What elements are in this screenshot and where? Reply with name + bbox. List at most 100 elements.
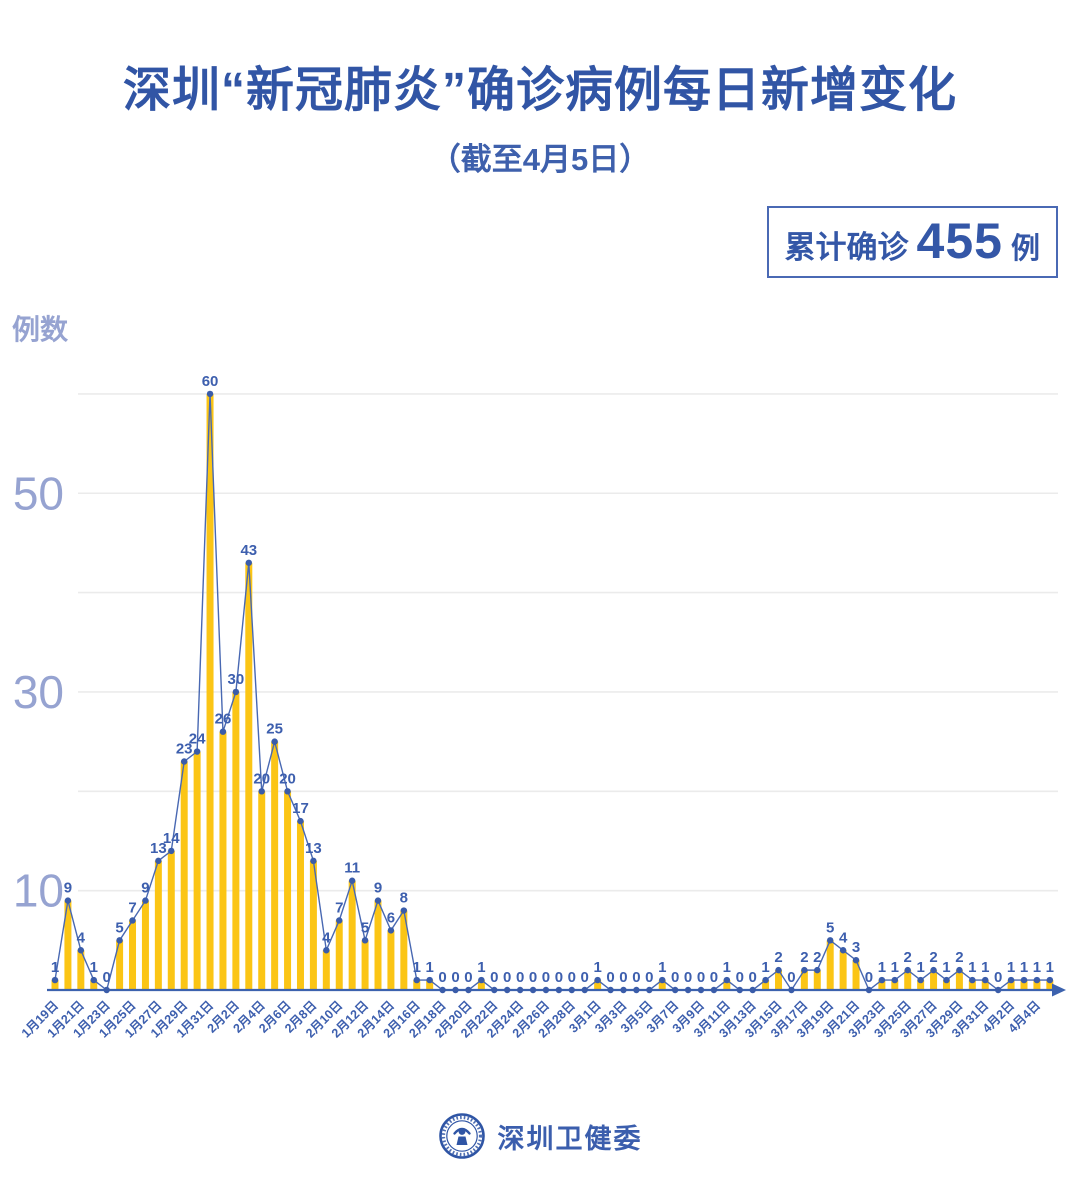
data-point-dot xyxy=(206,390,214,398)
value-label: 0 xyxy=(684,969,692,986)
data-point-dot xyxy=(956,966,963,974)
value-label: 1 xyxy=(968,959,976,976)
value-label: 0 xyxy=(606,969,614,986)
footer-org-name: 深圳卫健委 xyxy=(497,1123,643,1154)
value-label: 9 xyxy=(374,880,382,897)
value-label: 20 xyxy=(253,770,270,787)
value-label: 1 xyxy=(1007,959,1015,976)
bar xyxy=(930,970,938,990)
value-label: 6 xyxy=(387,909,395,926)
value-label: 0 xyxy=(736,969,744,986)
bar xyxy=(723,980,731,990)
value-label: 5 xyxy=(115,919,123,936)
bar xyxy=(180,761,188,990)
data-point-dot xyxy=(917,976,924,984)
cumulative-total-badge: 累计确诊 455 例 xyxy=(766,206,1058,278)
data-point-dot xyxy=(801,966,808,974)
value-label: 0 xyxy=(632,969,640,986)
data-point-dot xyxy=(839,947,847,954)
data-point-dot xyxy=(258,788,265,795)
data-point-dot xyxy=(413,976,420,984)
value-label: 0 xyxy=(103,969,111,986)
data-point-dot xyxy=(400,907,408,914)
data-point-dot xyxy=(1033,976,1041,984)
data-point-dot xyxy=(852,956,860,964)
value-label: 1 xyxy=(761,959,769,976)
y-tick-label: 30 xyxy=(13,666,64,718)
bar xyxy=(245,562,253,990)
value-label: 3 xyxy=(852,939,860,956)
data-point-dot xyxy=(865,986,873,994)
value-label: 7 xyxy=(128,899,136,916)
data-point-dot xyxy=(904,966,911,974)
footer: 深圳卫健委 xyxy=(0,1112,1080,1160)
value-label: 1 xyxy=(723,959,731,976)
bar xyxy=(206,393,214,990)
value-label: 0 xyxy=(697,969,705,986)
data-point-dot xyxy=(90,976,97,984)
data-point-dot xyxy=(516,986,524,994)
bar xyxy=(322,950,330,990)
data-point-dot xyxy=(659,976,666,984)
value-label: 30 xyxy=(228,671,245,688)
data-point-dot xyxy=(762,976,769,984)
value-label: 0 xyxy=(671,969,679,986)
data-point-dot xyxy=(581,986,588,994)
data-point-dot xyxy=(142,897,149,904)
data-point-dot xyxy=(930,966,937,974)
value-label: 0 xyxy=(994,969,1002,986)
data-point-dot xyxy=(555,986,563,994)
data-point-dot xyxy=(491,986,498,994)
value-label: 1 xyxy=(1033,959,1041,976)
data-point-dot xyxy=(814,966,821,974)
data-point-dot xyxy=(374,897,382,904)
bar xyxy=(1020,980,1028,990)
data-point-dot xyxy=(193,748,201,755)
data-point-dot xyxy=(607,986,614,994)
bar xyxy=(878,980,886,990)
value-label: 13 xyxy=(305,840,322,857)
data-point-dot xyxy=(969,976,976,984)
bar xyxy=(981,980,989,990)
page-title: 深圳“新冠肺炎”确诊病例每日新增变化 xyxy=(122,64,957,117)
value-label: 17 xyxy=(292,800,309,817)
data-point-dot xyxy=(168,847,175,855)
data-point-dot xyxy=(1020,976,1028,984)
value-label: 0 xyxy=(568,969,576,986)
data-point-dot xyxy=(284,788,291,795)
data-point-dot xyxy=(439,986,446,994)
data-point-dot xyxy=(827,937,834,944)
value-label: 2 xyxy=(955,949,963,966)
bar xyxy=(348,880,356,990)
value-label: 0 xyxy=(516,969,524,986)
bar xyxy=(400,910,408,990)
data-point-dot xyxy=(219,728,227,735)
value-label: 1 xyxy=(477,959,485,976)
bar xyxy=(942,980,950,990)
value-label: 0 xyxy=(787,969,795,986)
value-label: 60 xyxy=(202,373,219,390)
data-point-dot xyxy=(310,857,317,865)
data-point-dot xyxy=(103,986,110,994)
value-label: 0 xyxy=(619,969,627,986)
value-label: 8 xyxy=(400,890,408,907)
value-label: 25 xyxy=(266,721,283,738)
data-point-dot xyxy=(465,986,472,994)
value-label: 1 xyxy=(593,959,601,976)
value-label: 4 xyxy=(839,929,848,946)
bar xyxy=(426,980,434,990)
data-point-dot xyxy=(788,986,795,994)
value-label: 9 xyxy=(141,880,149,897)
bar xyxy=(335,920,343,990)
data-point-dot xyxy=(116,937,123,944)
value-label: 1 xyxy=(878,959,886,976)
data-point-dot xyxy=(891,976,898,984)
data-point-dot xyxy=(181,758,188,765)
data-point-dot xyxy=(129,917,136,924)
data-point-dot xyxy=(232,688,240,696)
value-label: 1 xyxy=(90,959,98,976)
value-label: 0 xyxy=(542,969,550,986)
data-point-dot xyxy=(710,986,718,994)
value-label: 11 xyxy=(344,860,360,877)
